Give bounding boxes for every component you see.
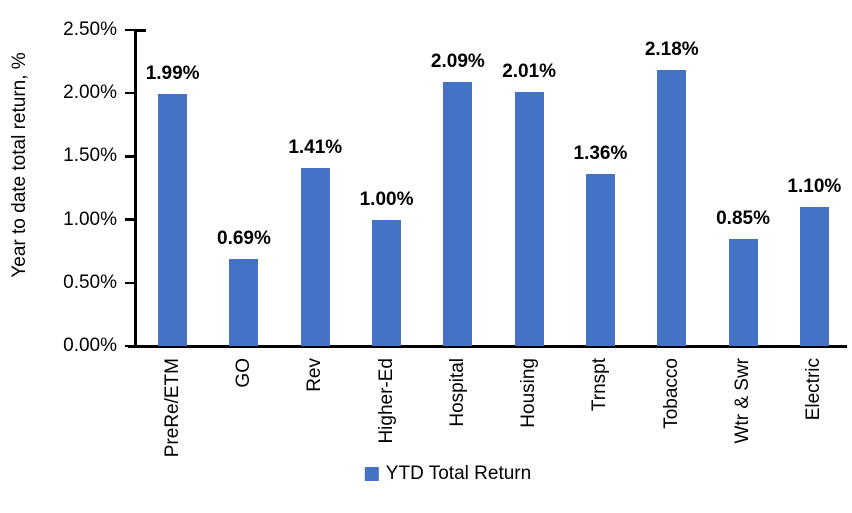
bar-value-label: 1.10% <box>787 175 842 197</box>
bar <box>300 167 330 346</box>
bar-value-label: 1.41% <box>288 136 343 158</box>
y-axis-tick-mark <box>125 28 134 32</box>
x-axis-category-label: Electric <box>803 358 825 421</box>
y-axis-tick-mark <box>125 91 134 95</box>
bar <box>158 94 188 346</box>
bar-value-label: 2.18% <box>644 39 699 61</box>
x-axis-category-label: Trnspt <box>589 358 611 412</box>
bar-value-label: 2.09% <box>430 50 485 72</box>
x-axis-line <box>128 345 847 348</box>
bar <box>372 219 402 346</box>
bar <box>657 70 687 346</box>
bar <box>229 258 259 346</box>
x-axis-category-label: Tobacco <box>660 358 682 429</box>
y-axis-tick-label: 0.00% <box>63 335 117 356</box>
bar <box>514 91 544 346</box>
y-axis-tick-mark <box>125 344 134 348</box>
legend-swatch <box>364 467 379 481</box>
y-axis-tick-label: 1.00% <box>63 208 117 230</box>
x-axis-category-label: Wtr & Swr <box>732 358 754 444</box>
bar-value-label: 1.99% <box>145 63 200 85</box>
bar-value-label: 1.00% <box>359 188 414 210</box>
y-axis-line <box>134 29 137 346</box>
bar-value-label: 2.01% <box>502 60 557 82</box>
x-axis-category-label: PreRe/ETM <box>161 358 183 458</box>
x-axis-category-label: Higher-Ed <box>375 358 397 444</box>
y-axis-tick-mark <box>125 281 134 285</box>
y-axis-top-tick <box>136 29 146 32</box>
y-axis-tick-label: 2.50% <box>63 19 117 40</box>
y-axis-tick-mark <box>125 155 134 158</box>
y-axis-tick-label: 2.00% <box>63 82 117 104</box>
bar <box>443 81 473 346</box>
x-axis-category-label: Rev <box>304 358 326 392</box>
legend: YTD Total Return <box>364 463 532 485</box>
legend-label: YTD Total Return <box>385 463 532 484</box>
x-axis-category-label: Hospital <box>446 358 468 427</box>
bar-value-label: 0.69% <box>217 227 271 249</box>
bar <box>728 238 758 346</box>
x-axis-category-label: GO <box>232 358 254 388</box>
x-axis-category-label: Housing <box>518 358 540 428</box>
bar-value-label: 1.36% <box>573 143 628 165</box>
y-axis-title: Year to date total return, % <box>9 52 30 278</box>
bar-value-label: 0.85% <box>716 207 770 229</box>
y-axis-tick-mark <box>125 218 134 221</box>
bar <box>585 174 615 346</box>
bar <box>799 206 829 346</box>
y-axis-tick-label: 0.50% <box>63 271 117 293</box>
y-axis-tick-label: 1.50% <box>63 145 117 167</box>
